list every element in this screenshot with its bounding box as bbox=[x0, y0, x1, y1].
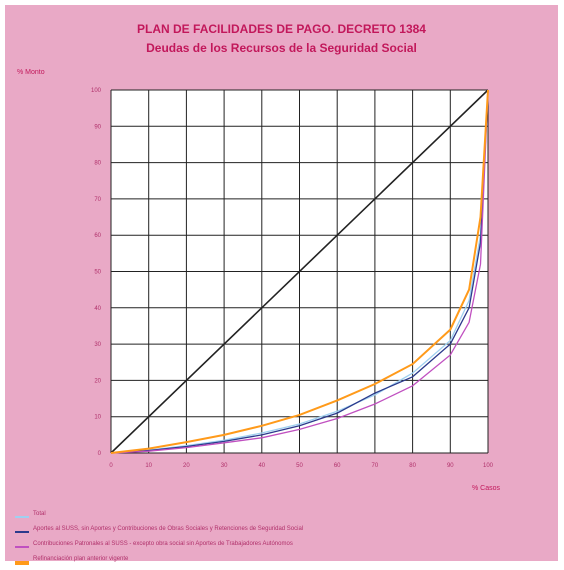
legend-label: Aportes al SUSS, sin Aportes y Contribuc… bbox=[33, 526, 304, 532]
x-tick-label: 80 bbox=[409, 463, 416, 469]
y-tick-label: 50 bbox=[94, 270, 101, 276]
legend-label: Contribuciones Patronales al SUSS - exce… bbox=[33, 541, 293, 547]
chart-panel: PLAN DE FACILIDADES DE PAGO. DECRETO 138… bbox=[5, 5, 558, 565]
legend-swatch bbox=[15, 546, 29, 548]
x-tick-label: 40 bbox=[258, 463, 265, 469]
series-line-3 bbox=[110, 89, 489, 454]
line-chart: 0 10 20 30 40 50 60 70 80 90 100 0 10 20 30 40 50 60 70 80 9… bbox=[91, 88, 494, 469]
x-tick-label: 30 bbox=[221, 463, 228, 469]
x-tick-label: 90 bbox=[447, 463, 454, 469]
y-axis-label: % Monto bbox=[17, 69, 45, 76]
legend-item: Total bbox=[15, 510, 555, 523]
legend-item: Refinanciación plan anterior vigente bbox=[15, 555, 555, 568]
chart-legend: Total Aportes al SUSS, sin Aportes y Cont… bbox=[15, 510, 555, 570]
series-line-1 bbox=[110, 89, 489, 454]
y-tick-label: 90 bbox=[94, 124, 101, 130]
y-tick-label: 80 bbox=[94, 161, 101, 167]
x-tick-label: 100 bbox=[483, 463, 494, 469]
chart-title: PLAN DE FACILIDADES DE PAGO. DECRETO 138… bbox=[137, 22, 426, 36]
chart-subtitle: Deudas de los Recursos de la Seguridad S… bbox=[146, 41, 417, 55]
x-tick-label: 50 bbox=[296, 463, 303, 469]
y-tick-label: 60 bbox=[94, 233, 101, 239]
x-axis-label: % Casos bbox=[472, 485, 501, 492]
legend-swatch bbox=[15, 516, 29, 518]
x-tick-label: 0 bbox=[109, 463, 113, 469]
y-tick-label: 70 bbox=[94, 197, 101, 203]
x-tick-label: 60 bbox=[334, 463, 341, 469]
y-tick-label: 0 bbox=[98, 451, 102, 457]
legend-swatch bbox=[15, 531, 29, 533]
equality-line bbox=[110, 89, 489, 454]
x-tick-label: 70 bbox=[372, 463, 379, 469]
legend-item: Aportes al SUSS, sin Aportes y Contribuc… bbox=[15, 525, 555, 538]
legend-label: Refinanciación plan anterior vigente bbox=[33, 556, 129, 562]
x-tick-label: 10 bbox=[145, 463, 152, 469]
y-tick-label: 20 bbox=[94, 378, 101, 384]
legend-swatch bbox=[15, 561, 29, 565]
legend-item: Contribuciones Patronales al SUSS - exce… bbox=[15, 540, 555, 553]
series-line-4 bbox=[110, 89, 489, 454]
legend-label: Total bbox=[33, 511, 46, 517]
series-line-2 bbox=[110, 89, 489, 454]
y-tick-label: 10 bbox=[94, 415, 101, 421]
x-tick-label: 20 bbox=[183, 463, 190, 469]
y-tick-label: 30 bbox=[94, 342, 101, 348]
y-tick-label: 100 bbox=[91, 88, 102, 94]
y-tick-label: 40 bbox=[94, 306, 101, 312]
